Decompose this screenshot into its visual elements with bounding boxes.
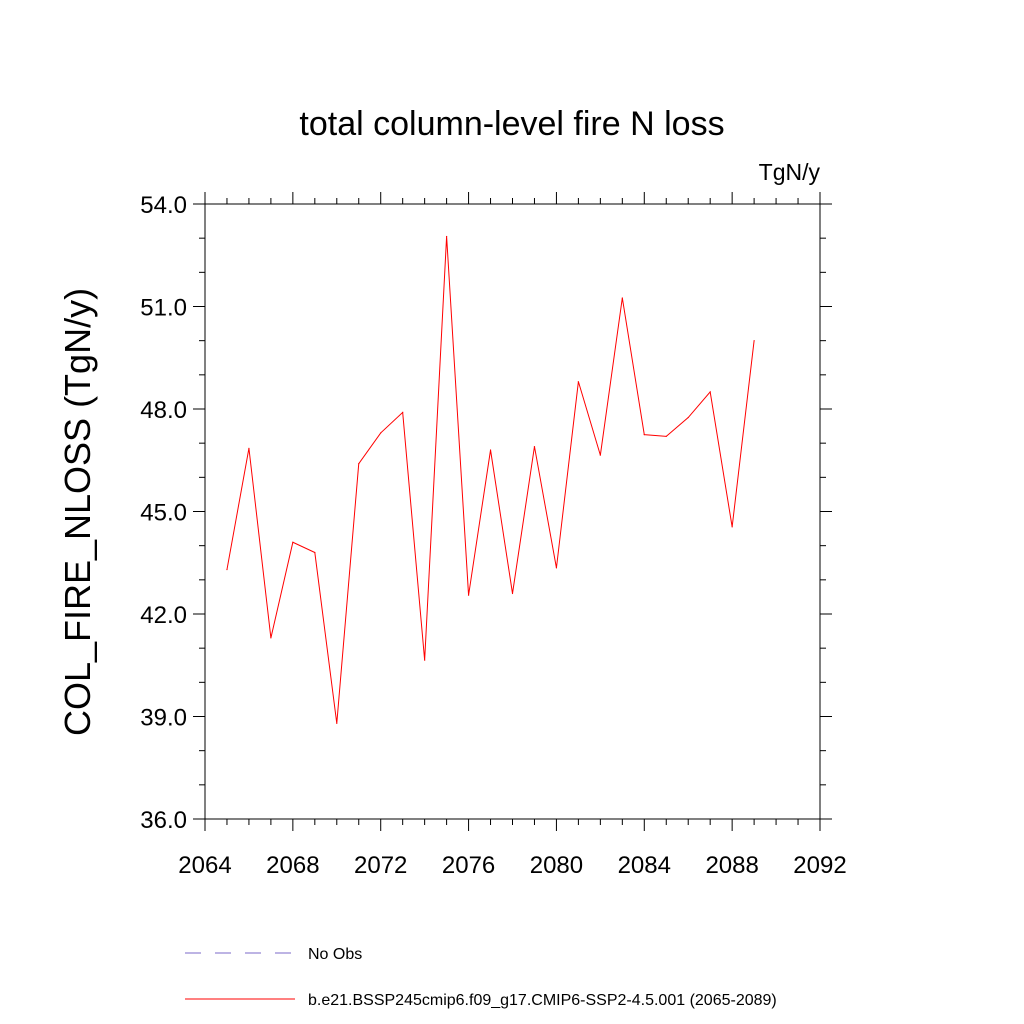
y-tick-label: 36.0 xyxy=(140,807,187,834)
data-point xyxy=(511,592,514,595)
data-point xyxy=(599,454,601,456)
chart-title: total column-level fire N loss xyxy=(299,105,724,143)
y-tick-label: 51.0 xyxy=(140,295,187,322)
units-label: TgN/y xyxy=(759,159,821,185)
data-point xyxy=(643,434,645,436)
y-tick-label: 54.0 xyxy=(140,192,187,219)
legend-label: No Obs xyxy=(308,946,362,963)
series-layer xyxy=(226,235,755,724)
x-tick-label: 2080 xyxy=(530,852,583,879)
plot-frame xyxy=(204,203,821,820)
x-tick-label: 2084 xyxy=(618,852,671,879)
y-axis-label: COL_FIRE_NLOSS (TgN/y) xyxy=(57,288,98,736)
x-tick-label: 2092 xyxy=(793,852,846,879)
x-tick-label: 2068 xyxy=(266,852,319,879)
x-tick-label: 2072 xyxy=(354,852,407,879)
y-tick-label: 45.0 xyxy=(140,500,187,527)
data-point xyxy=(336,722,338,724)
ticks-layer: 2064 2068 2072 2076 2080 2084 2088 2092 36.0 39.0… xyxy=(140,192,847,879)
data-point xyxy=(533,445,536,448)
data-point xyxy=(489,449,492,451)
series-line xyxy=(226,236,755,724)
y-tick-label: 42.0 xyxy=(140,602,187,629)
data-point xyxy=(731,526,733,528)
x-tick-label: 2064 xyxy=(178,852,231,879)
data-point xyxy=(467,594,470,596)
data-point xyxy=(380,432,382,434)
data-point xyxy=(424,659,426,661)
data-point xyxy=(621,297,623,299)
data-point xyxy=(446,235,448,238)
data-point xyxy=(314,551,316,554)
data-point xyxy=(709,391,711,393)
data-point xyxy=(665,435,667,437)
data-point xyxy=(358,463,360,465)
data-point xyxy=(753,340,755,342)
data-point xyxy=(577,381,579,383)
data-point xyxy=(226,568,228,571)
legend-label: b.e21.BSSP245cmip6.f09_g17.CMIP6-SSP2-4.… xyxy=(308,992,777,1009)
legend: No Obs b.e21.BSSP245cmip6.f09_g17.CMIP6-S… xyxy=(185,946,777,1009)
y-tick-label: 48.0 xyxy=(140,397,187,424)
x-tick-label: 2076 xyxy=(442,852,495,879)
data-point xyxy=(270,637,272,639)
data-point xyxy=(687,416,689,419)
data-point xyxy=(292,541,294,543)
x-tick-label: 2088 xyxy=(705,852,758,879)
data-point xyxy=(402,411,404,414)
data-point xyxy=(248,447,250,449)
data-point xyxy=(555,567,558,569)
y-tick-label: 39.0 xyxy=(140,705,187,732)
